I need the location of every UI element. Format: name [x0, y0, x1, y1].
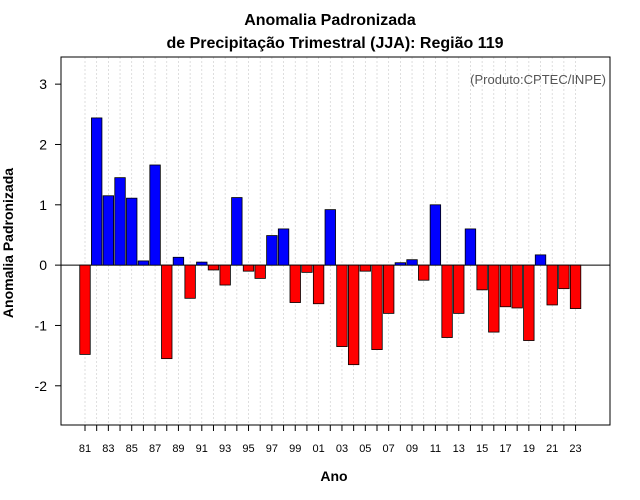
y-axis: -2 -1 0 1 2 3 [35, 76, 61, 394]
chart-title: Anomalia Padronizada [244, 12, 416, 29]
x-tick-label: 81 [79, 443, 91, 455]
y-tick-label: -2 [35, 378, 48, 394]
y-tick-label: 1 [39, 197, 47, 213]
y-tick-label: 2 [39, 136, 47, 152]
x-tick-label: 93 [219, 443, 231, 455]
product-annotation: (Produto:CPTEC/INPE) [470, 72, 606, 87]
x-tick-label: 05 [359, 443, 371, 455]
y-tick-label: 0 [39, 257, 47, 273]
bar-91 [196, 261, 208, 266]
bar-83 [102, 195, 115, 266]
bar-99 [289, 264, 301, 303]
x-tick-label: 03 [336, 443, 348, 455]
bar-90 [184, 264, 196, 299]
x-tick-label: 13 [453, 443, 465, 455]
bar-88 [161, 264, 173, 360]
bar-13 [453, 264, 465, 314]
x-tick-label: 97 [266, 443, 278, 455]
chart-subtitle: de Precipitação Trimestral (JJA): Região… [166, 35, 503, 52]
bar-04 [347, 264, 360, 366]
x-tick-label: 23 [569, 443, 581, 455]
bar-23 [569, 264, 582, 309]
bar-18 [511, 264, 523, 309]
bar-21 [546, 264, 558, 306]
bar-89 [172, 256, 185, 266]
x-tick-label: 83 [102, 443, 114, 455]
x-tick-label: 87 [149, 443, 161, 455]
bar-06 [371, 264, 383, 350]
x-tick-label: 85 [126, 443, 138, 455]
bar-00 [301, 264, 313, 273]
x-axis-label: Ano [320, 468, 347, 484]
bar-03 [336, 264, 348, 347]
bar-98 [277, 228, 290, 266]
x-tick-label: 91 [196, 443, 208, 455]
bar-14 [464, 228, 477, 266]
bar-11 [429, 204, 442, 266]
x-tick-label: 89 [172, 443, 184, 455]
bar-02 [324, 209, 336, 266]
bar-81 [79, 264, 91, 355]
x-axis: 81 83 85 87 89 91 93 95 97 99 01 03 05 07 09 11 13 15 17 19… [79, 425, 582, 455]
bar-86 [137, 260, 150, 266]
x-tick-label: 07 [383, 443, 395, 455]
bar-97 [266, 235, 278, 266]
x-tick-label: 99 [289, 443, 301, 455]
bar-12 [441, 264, 453, 338]
bar-95 [242, 264, 255, 272]
bar-19 [523, 264, 535, 341]
x-tick-label: 01 [312, 443, 324, 455]
bar-05 [359, 264, 371, 272]
bar-96 [254, 264, 266, 279]
bar-82 [91, 117, 103, 266]
y-tick-label: 3 [39, 76, 47, 92]
bar-85 [126, 197, 138, 266]
x-tick-label: 09 [406, 443, 418, 455]
bar-87 [149, 164, 161, 266]
bar-94 [231, 197, 243, 266]
bar-08 [394, 262, 407, 266]
x-tick-label: 21 [546, 443, 558, 455]
bar-10 [418, 264, 430, 281]
bar-92 [207, 264, 220, 271]
x-tick-label: 15 [476, 443, 488, 455]
bar-22 [558, 264, 570, 290]
bar-15 [476, 264, 488, 291]
bar-93 [219, 264, 231, 286]
bar-09 [406, 259, 418, 266]
bar-84 [114, 177, 126, 266]
y-tick-label: -1 [35, 317, 48, 333]
x-tick-label: 11 [430, 443, 441, 455]
bar-01 [312, 264, 325, 305]
x-tick-label: 19 [523, 443, 535, 455]
y-axis-label: Anomalia Padronizada [0, 168, 16, 318]
x-tick-label: 95 [242, 443, 254, 455]
bar-16 [488, 264, 500, 333]
x-tick-label: 17 [499, 443, 511, 455]
bar-20 [534, 254, 547, 266]
plot-frame [60, 56, 611, 426]
bar-07 [383, 264, 395, 314]
bars [79, 117, 582, 366]
bar-17 [499, 264, 512, 308]
